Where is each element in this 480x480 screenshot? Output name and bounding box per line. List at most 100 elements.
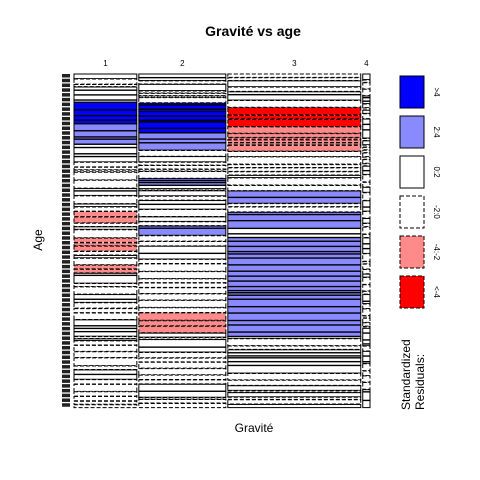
mosaic-tile-g4-r24 [362, 170, 371, 175]
mosaic-tile-g3-r11 [227, 133, 362, 138]
age-tick-13 [62, 136, 70, 140]
gravite-level-4: 4 [364, 59, 369, 68]
mosaic-tile-g1-r33 [73, 229, 138, 239]
age-tick-36 [62, 245, 70, 250]
age-tick-19 [62, 164, 70, 169]
age-tick-42 [62, 274, 70, 278]
age-tick-12 [62, 131, 70, 135]
mosaic-tile-g3-r2 [227, 80, 362, 88]
mosaic-tile-g3-r50 [227, 320, 362, 326]
mosaic-tile-g1-r20 [73, 166, 138, 171]
age-tick-52 [62, 322, 70, 326]
mosaic-tile-g4-r66 [362, 382, 371, 390]
mosaic-tile-g1-r0 [73, 73, 138, 80]
mosaic-tile-g3-r54 [227, 338, 362, 347]
mosaic-tile-g2-r25 [138, 178, 227, 181]
mosaic-tile-g2-r23 [138, 168, 227, 172]
mosaic-tile-g2-r3 [138, 83, 227, 92]
mosaic-tile-g4-r5 [362, 97, 371, 102]
mosaic-tile-g1-r59 [73, 351, 138, 358]
mosaic-tile-g2-r26 [138, 180, 227, 183]
mosaic-tile-g3-r64 [227, 385, 362, 391]
mosaic-tile-g3-r61 [227, 365, 362, 374]
mosaic-tile-g4-r53 [362, 322, 371, 327]
mosaic-tile-g4-r32 [362, 218, 371, 224]
mosaic-tile-g1-r5 [73, 94, 138, 101]
mosaic-tile-g2-r5 [138, 92, 227, 97]
mosaic-tile-g1-r34 [73, 237, 138, 243]
mosaic-tile-g3-r25 [227, 197, 362, 204]
mosaic-tile-g3-r41 [227, 275, 362, 282]
mosaic-tile-g1-r30 [73, 216, 138, 224]
age-tick-22 [62, 178, 70, 183]
mosaic-tile-g4-r44 [362, 277, 371, 285]
legend-swatch-0 [399, 75, 425, 109]
age-tick-39 [62, 260, 70, 264]
mosaic-tile-g1-r64 [73, 379, 138, 385]
mosaic-tile-g2-r2 [138, 80, 227, 85]
y-axis-label: Age [31, 229, 45, 251]
x-axis-label: Gravité [235, 421, 274, 435]
mosaic-tile-g1-r22 [73, 171, 138, 181]
mosaic-tile-g3-r66 [227, 392, 362, 398]
mosaic-tile-g4-r48 [362, 300, 371, 305]
mosaic-tile-g2-r42 [138, 253, 227, 260]
age-tick-62 [62, 369, 70, 374]
mosaic-tile-g3-r32 [227, 233, 362, 238]
legend-swatch-2 [399, 155, 425, 189]
mosaic-tile-g3-r68 [227, 399, 362, 405]
age-tick-64 [62, 379, 70, 383]
age-tick-45 [62, 288, 70, 293]
mosaic-tile-g2-r53 [138, 320, 227, 327]
mosaic-tile-g3-r69 [227, 403, 362, 409]
mosaic-tile-g4-r8 [362, 107, 371, 111]
mosaic-tile-g4-r38 [362, 248, 371, 254]
gravite-level-3: 3 [292, 59, 297, 68]
age-tick-1 [62, 78, 70, 83]
age-tick-65 [62, 384, 70, 388]
mosaic-tile-g3-r24 [227, 190, 362, 198]
mosaic-tile-g4-r4 [362, 95, 371, 98]
gravite-level-labels: 1 2 3 4 [103, 59, 369, 68]
age-tick-67 [62, 393, 70, 398]
mosaic-tile-g1-r1 [73, 78, 138, 85]
age-tick-17 [62, 155, 70, 159]
mosaic-tile-g4-r30 [362, 206, 371, 212]
mosaic-tile-g3-r29 [227, 214, 362, 221]
age-tick-11 [62, 126, 70, 130]
age-tick-54 [62, 331, 70, 336]
age-tick-60 [62, 360, 70, 364]
mosaic-tile-g2-r12 [138, 115, 227, 121]
age-tick-44 [62, 283, 70, 288]
age-tick-23 [62, 183, 70, 188]
mosaic-tile-g1-r25 [73, 190, 138, 196]
age-tick-31 [62, 221, 70, 226]
mosaic-tile-g2-r22 [138, 165, 227, 170]
age-tick-21 [62, 174, 70, 178]
mosaic-tile-g3-r12 [227, 137, 362, 141]
mosaic-tile-g4-r42 [362, 268, 371, 275]
mosaic-tile-g3-r28 [227, 211, 362, 215]
mosaic-tile-g1-r3 [73, 86, 138, 91]
age-tick-66 [62, 388, 70, 393]
age-tick-61 [62, 365, 70, 369]
mosaic-tile-g3-r55 [227, 345, 362, 350]
age-tick-3 [62, 88, 70, 92]
mosaic-tile-g2-r43 [138, 258, 227, 265]
mosaic-tile-g4-r62 [362, 361, 371, 364]
mosaic-tile-g3-r18 [227, 164, 362, 169]
age-tick-50 [62, 312, 70, 317]
age-tick-35 [62, 241, 70, 245]
mosaic-tile-g1-r46 [73, 294, 138, 300]
age-tick-labels [62, 74, 70, 407]
mosaic-tile-g2-r29 [138, 188, 227, 191]
mosaic-tile-g1-r47 [73, 298, 138, 303]
mosaic-tile-g1-r50 [73, 312, 138, 320]
mosaic-tile-g1-r60 [73, 357, 138, 367]
mosaic-tile-g2-r59 [138, 351, 227, 359]
legend-title-line1: Standardized [399, 339, 413, 410]
mosaic-tile-g2-r9 [138, 104, 227, 110]
mosaic-tile-g4-r12 [362, 124, 371, 131]
mosaic-tile-g1-r51 [73, 319, 138, 327]
age-tick-43 [62, 279, 70, 283]
